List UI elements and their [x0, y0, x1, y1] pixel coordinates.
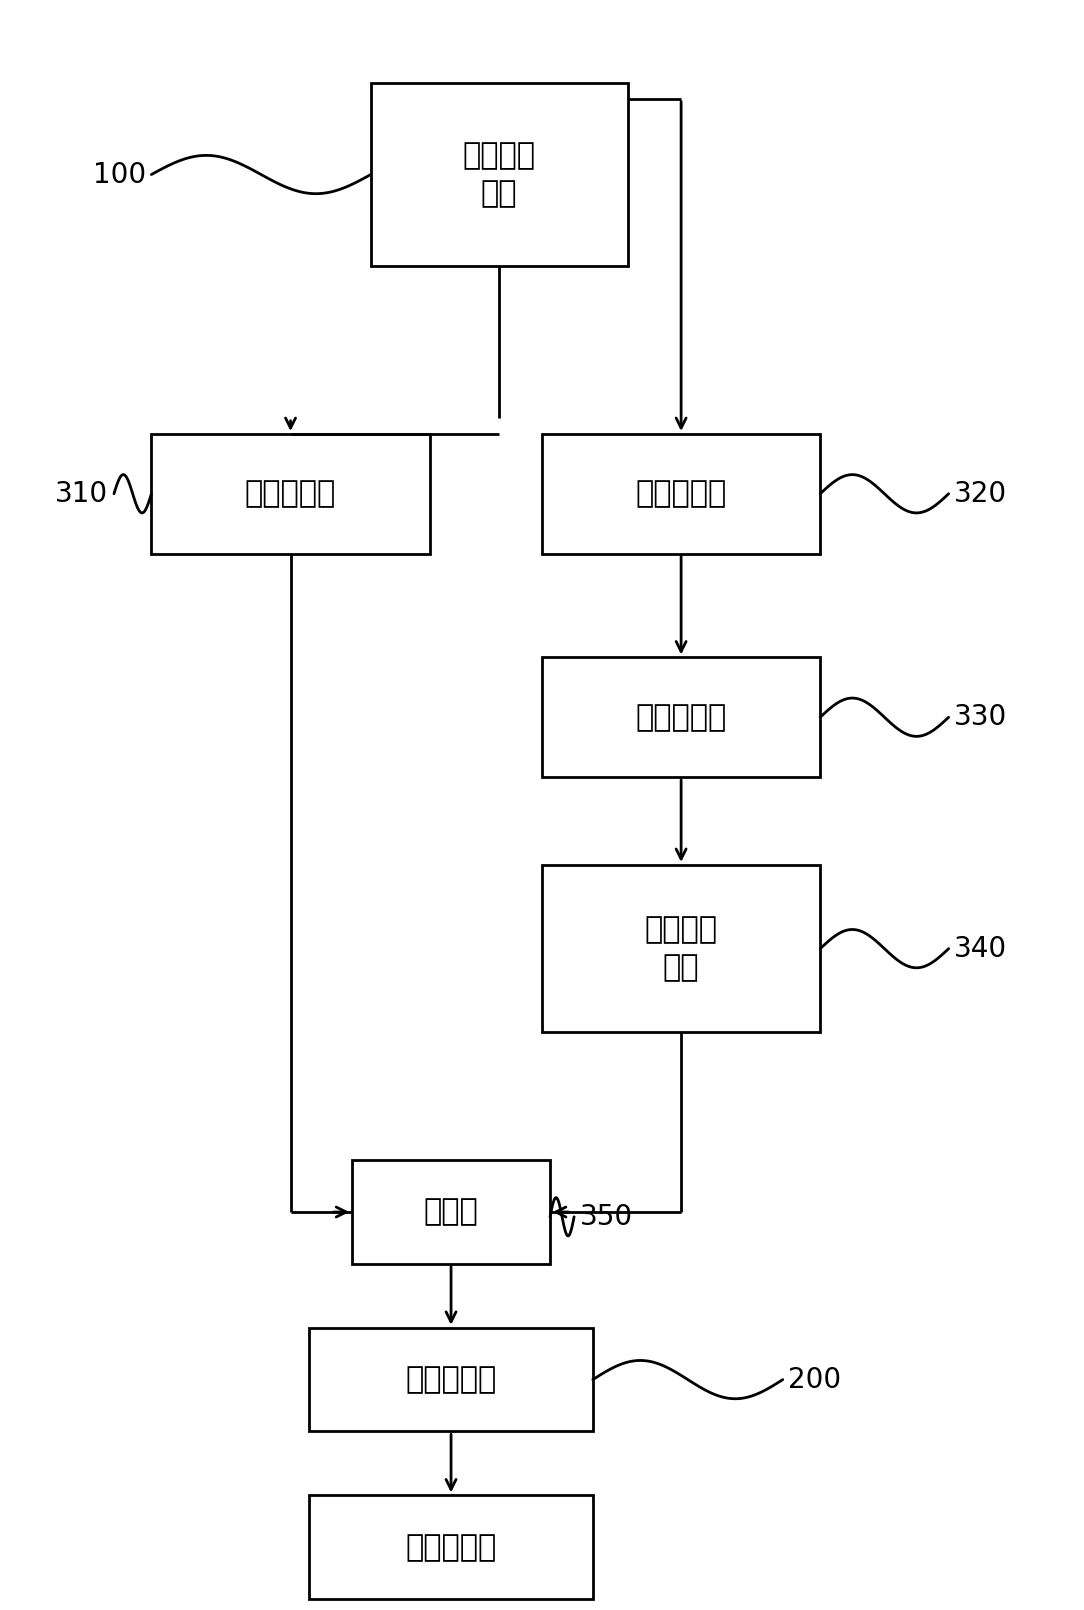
Text: 增益控制
模块: 增益控制 模块 [645, 914, 718, 982]
Text: 信号提取
模块: 信号提取 模块 [463, 142, 535, 208]
Text: 信号转换器: 信号转换器 [405, 1365, 496, 1394]
Text: 340: 340 [954, 935, 1007, 963]
Text: 200: 200 [788, 1365, 841, 1394]
Bar [542, 435, 821, 554]
Text: 100: 100 [92, 161, 145, 188]
Text: 带阻滤波器: 带阻滤波器 [245, 480, 336, 509]
Text: 谐波发生器: 谐波发生器 [635, 702, 726, 731]
Text: 带通滤波器: 带通滤波器 [635, 480, 726, 509]
Bar [309, 1496, 593, 1599]
Text: 电能发声器: 电能发声器 [405, 1533, 496, 1562]
Text: 330: 330 [954, 704, 1007, 731]
Bar [542, 657, 821, 778]
Text: 310: 310 [55, 480, 108, 507]
Bar [371, 82, 628, 266]
Bar [309, 1328, 593, 1431]
Text: 350: 350 [580, 1203, 633, 1230]
Bar [352, 1161, 550, 1264]
Bar [152, 435, 429, 554]
Text: 加法器: 加法器 [424, 1198, 478, 1227]
Bar [542, 865, 821, 1032]
Text: 320: 320 [954, 480, 1007, 507]
